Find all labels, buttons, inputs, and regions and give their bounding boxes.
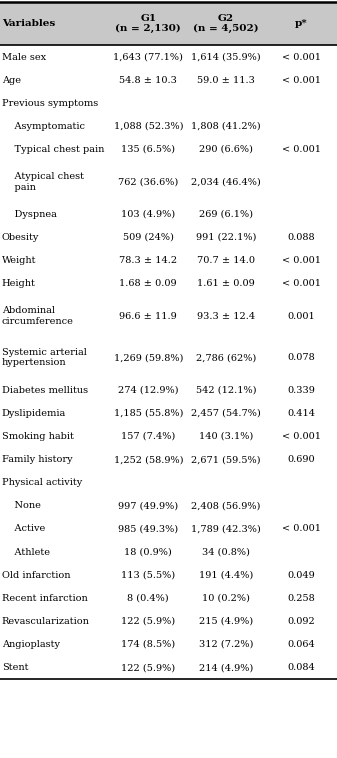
Text: < 0.001: < 0.001 (282, 525, 321, 534)
Text: 157 (7.4%): 157 (7.4%) (121, 432, 175, 441)
Text: 1,808 (41.2%): 1,808 (41.2%) (191, 122, 261, 131)
Text: G1
(n = 2,130): G1 (n = 2,130) (115, 14, 181, 33)
Text: 1.68 ± 0.09: 1.68 ± 0.09 (120, 279, 177, 288)
Text: 140 (3.1%): 140 (3.1%) (199, 432, 253, 441)
Text: 312 (7.2%): 312 (7.2%) (198, 640, 253, 649)
Text: Athlete: Athlete (2, 547, 50, 556)
Text: 1,252 (58.9%): 1,252 (58.9%) (114, 455, 183, 464)
Text: 8 (0.4%): 8 (0.4%) (127, 594, 169, 603)
Bar (0, 2, 337, 45)
Text: Height: Height (2, 279, 36, 288)
Text: Dyslipidemia: Dyslipidemia (2, 409, 66, 418)
Text: Recent infarction: Recent infarction (2, 594, 87, 603)
Text: 762 (36.6%): 762 (36.6%) (118, 177, 178, 186)
Text: 78.3 ± 14.2: 78.3 ± 14.2 (119, 256, 177, 265)
Text: 1,614 (35.9%): 1,614 (35.9%) (191, 52, 261, 61)
Text: 1.61 ± 0.09: 1.61 ± 0.09 (197, 279, 255, 288)
Text: 0.084: 0.084 (288, 663, 315, 672)
Text: Smoking habit: Smoking habit (2, 432, 73, 441)
Text: Diabetes mellitus: Diabetes mellitus (2, 386, 88, 395)
Text: 0.078: 0.078 (288, 353, 315, 362)
Text: 0.339: 0.339 (288, 386, 315, 395)
Text: Atypical chest
    pain: Atypical chest pain (2, 172, 84, 192)
Text: 2,457 (54.7%): 2,457 (54.7%) (191, 409, 261, 418)
Text: 215 (4.9%): 215 (4.9%) (199, 617, 253, 626)
Text: 0.690: 0.690 (288, 455, 315, 464)
Text: Old infarction: Old infarction (2, 571, 70, 580)
Text: < 0.001: < 0.001 (282, 52, 321, 61)
Text: 18 (0.9%): 18 (0.9%) (124, 547, 172, 556)
Text: 174 (8.5%): 174 (8.5%) (121, 640, 175, 649)
Text: p*: p* (295, 19, 308, 28)
Text: 991 (22.1%): 991 (22.1%) (195, 233, 256, 242)
Text: 122 (5.9%): 122 (5.9%) (121, 617, 175, 626)
Text: 59.0 ± 11.3: 59.0 ± 11.3 (197, 76, 255, 85)
Text: Stent: Stent (2, 663, 28, 672)
Text: 191 (4.4%): 191 (4.4%) (199, 571, 253, 580)
Text: 2,671 (59.5%): 2,671 (59.5%) (191, 455, 261, 464)
Text: 1,269 (59.8%): 1,269 (59.8%) (114, 353, 183, 362)
Text: 70.7 ± 14.0: 70.7 ± 14.0 (197, 256, 255, 265)
Text: 0.414: 0.414 (287, 409, 316, 418)
Text: 290 (6.6%): 290 (6.6%) (199, 145, 253, 154)
Text: Age: Age (2, 76, 21, 85)
Text: Weight: Weight (2, 256, 36, 265)
Text: Systemic arterial
hypertension: Systemic arterial hypertension (2, 348, 87, 368)
Text: 34 (0.8%): 34 (0.8%) (202, 547, 250, 556)
Text: 0.001: 0.001 (288, 312, 315, 321)
Text: 214 (4.9%): 214 (4.9%) (199, 663, 253, 672)
Text: Male sex: Male sex (2, 52, 46, 61)
Text: 10 (0.2%): 10 (0.2%) (202, 594, 250, 603)
Text: 122 (5.9%): 122 (5.9%) (121, 663, 175, 672)
Text: Asymptomatic: Asymptomatic (2, 122, 85, 131)
Text: < 0.001: < 0.001 (282, 279, 321, 288)
Text: Abdominal
circumference: Abdominal circumference (2, 306, 73, 326)
Text: 542 (12.1%): 542 (12.1%) (195, 386, 256, 395)
Text: 113 (5.5%): 113 (5.5%) (121, 571, 175, 580)
Text: Family history: Family history (2, 455, 72, 464)
Text: Active: Active (2, 525, 45, 534)
Text: 96.6 ± 11.9: 96.6 ± 11.9 (119, 312, 177, 321)
Text: < 0.001: < 0.001 (282, 256, 321, 265)
Text: 135 (6.5%): 135 (6.5%) (121, 145, 175, 154)
Text: 1,088 (52.3%): 1,088 (52.3%) (114, 122, 183, 131)
Text: 93.3 ± 12.4: 93.3 ± 12.4 (197, 312, 255, 321)
Text: 997 (49.9%): 997 (49.9%) (118, 501, 178, 510)
Text: Dyspnea: Dyspnea (2, 210, 57, 219)
Text: 269 (6.1%): 269 (6.1%) (199, 210, 253, 219)
Text: 0.049: 0.049 (288, 571, 315, 580)
Text: 509 (24%): 509 (24%) (123, 233, 174, 242)
Text: < 0.001: < 0.001 (282, 76, 321, 85)
Text: 985 (49.3%): 985 (49.3%) (118, 525, 178, 534)
Text: 0.064: 0.064 (288, 640, 315, 649)
Text: 54.8 ± 10.3: 54.8 ± 10.3 (119, 76, 177, 85)
Text: 103 (4.9%): 103 (4.9%) (121, 210, 175, 219)
Text: 1,185 (55.8%): 1,185 (55.8%) (114, 409, 183, 418)
Text: Previous symptoms: Previous symptoms (2, 99, 98, 108)
Text: 1,643 (77.1%): 1,643 (77.1%) (113, 52, 183, 61)
Text: < 0.001: < 0.001 (282, 145, 321, 154)
Text: G2
(n = 4,502): G2 (n = 4,502) (193, 14, 258, 33)
Text: 0.258: 0.258 (288, 594, 315, 603)
Text: 1,789 (42.3%): 1,789 (42.3%) (191, 525, 261, 534)
Text: 0.092: 0.092 (288, 617, 315, 626)
Text: 2,786 (62%): 2,786 (62%) (196, 353, 256, 362)
Text: 0.088: 0.088 (288, 233, 315, 242)
Text: 274 (12.9%): 274 (12.9%) (118, 386, 179, 395)
Text: Physical activity: Physical activity (2, 478, 82, 487)
Text: < 0.001: < 0.001 (282, 432, 321, 441)
Text: 2,408 (56.9%): 2,408 (56.9%) (191, 501, 261, 510)
Text: Revascularization: Revascularization (2, 617, 90, 626)
Text: Angioplasty: Angioplasty (2, 640, 60, 649)
Text: None: None (2, 501, 40, 510)
Text: 2,034 (46.4%): 2,034 (46.4%) (191, 177, 261, 186)
Text: Obesity: Obesity (2, 233, 39, 242)
Text: Variables: Variables (2, 19, 55, 28)
Text: Typical chest pain: Typical chest pain (2, 145, 104, 154)
